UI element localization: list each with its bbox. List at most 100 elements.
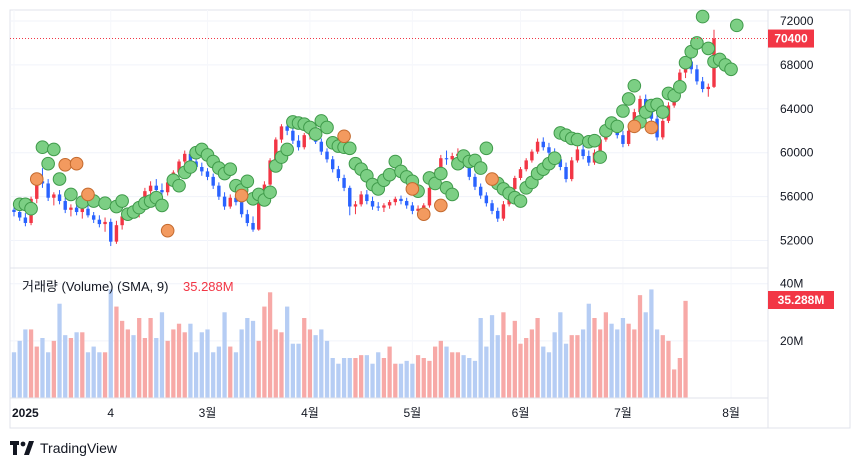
volume-bar bbox=[193, 352, 199, 398]
volume-bar bbox=[495, 335, 500, 398]
candle bbox=[245, 209, 250, 227]
candle bbox=[302, 132, 306, 150]
candle bbox=[547, 142, 551, 157]
signal-dot-green bbox=[729, 18, 744, 33]
volume-bar bbox=[410, 363, 415, 398]
volume-bar bbox=[347, 358, 352, 398]
volume-bar bbox=[444, 346, 449, 398]
candle bbox=[399, 195, 403, 205]
volume-bar bbox=[74, 332, 79, 398]
volume-bar bbox=[478, 318, 483, 398]
candle bbox=[387, 199, 392, 209]
volume-bar bbox=[131, 335, 136, 398]
volume-bar bbox=[563, 343, 569, 398]
time-axis: 2025 4 3월 4월 5월 6월 7월 8월 bbox=[9, 397, 769, 429]
volume-bar bbox=[319, 329, 324, 398]
candle bbox=[490, 199, 494, 215]
signal-dot-green bbox=[35, 140, 50, 155]
volume-bar bbox=[484, 346, 489, 398]
signal-dot-green bbox=[701, 41, 716, 56]
volume-bar bbox=[279, 332, 284, 398]
signal-dot-green bbox=[445, 187, 460, 202]
volume-bar bbox=[353, 358, 358, 398]
volume-bar bbox=[28, 329, 34, 398]
volume-bar bbox=[216, 346, 222, 398]
volume-bar bbox=[415, 355, 421, 398]
volume-bar bbox=[46, 352, 51, 398]
signal-dot-orange bbox=[405, 182, 420, 196]
candle bbox=[336, 165, 341, 182]
volume-bar bbox=[250, 320, 256, 398]
volume-bar bbox=[324, 340, 330, 398]
volume-bar bbox=[91, 346, 96, 398]
volume-sma-badge-value: 35.288M bbox=[778, 293, 825, 307]
candle bbox=[530, 149, 534, 163]
volume-bar bbox=[438, 340, 443, 398]
volume-legend-label: 거래량 (Volume) (SMA, 9) bbox=[22, 279, 168, 294]
candle bbox=[513, 175, 517, 192]
price-tick-label: 68000 bbox=[780, 58, 814, 72]
time-axis-label: 6월 bbox=[512, 406, 530, 420]
candle bbox=[91, 212, 96, 223]
volume-bar bbox=[467, 358, 472, 398]
volume-bar bbox=[302, 318, 307, 398]
candle bbox=[86, 204, 90, 218]
candlesticks bbox=[12, 29, 716, 247]
volume-bar bbox=[506, 335, 512, 398]
candle bbox=[217, 182, 221, 200]
volume-bar bbox=[660, 335, 665, 398]
signal-dot-green bbox=[621, 92, 636, 106]
candle bbox=[279, 124, 284, 143]
last-price-badge: 70400 bbox=[768, 29, 814, 48]
volume-bars bbox=[11, 289, 688, 398]
volume-bar bbox=[370, 363, 375, 398]
volume-bar bbox=[620, 318, 626, 398]
volume-bar bbox=[666, 340, 671, 398]
volume-bar bbox=[63, 335, 68, 398]
candle bbox=[251, 216, 255, 232]
volume-bar bbox=[17, 340, 22, 398]
signal-dot-orange bbox=[29, 172, 44, 186]
volume-bar bbox=[592, 318, 597, 398]
volume-bar bbox=[307, 329, 313, 398]
price-pane[interactable] bbox=[9, 9, 769, 398]
volume-bar bbox=[598, 329, 603, 398]
price-axis[interactable]: 72000 68000 64000 60000 56000 52000 40M 20M 70… bbox=[767, 9, 851, 429]
volume-bar bbox=[512, 320, 517, 398]
candle bbox=[501, 201, 506, 221]
volume-bar bbox=[535, 318, 540, 398]
volume-bar bbox=[609, 323, 614, 398]
signal-dot-green bbox=[115, 194, 129, 208]
price-tick-label: 60000 bbox=[780, 146, 814, 160]
volume-bar bbox=[142, 338, 148, 398]
volume-legend[interactable]: 거래량 (Volume) (SMA, 9) 35.288M bbox=[22, 279, 234, 294]
tradingview-logo[interactable]: TradingView bbox=[10, 440, 117, 456]
volume-bar bbox=[558, 312, 563, 398]
signal-dot-green bbox=[280, 142, 294, 157]
candle bbox=[535, 138, 540, 154]
volume-bar bbox=[489, 315, 495, 398]
candle bbox=[205, 168, 210, 181]
price-tick-label: 64000 bbox=[780, 102, 814, 116]
signal-dot-green bbox=[610, 119, 625, 134]
volume-bar bbox=[501, 312, 506, 398]
volume-bar bbox=[672, 369, 677, 398]
volume-bar bbox=[97, 352, 102, 398]
volume-bar bbox=[137, 318, 142, 398]
candle bbox=[291, 126, 295, 144]
volume-bar bbox=[580, 329, 586, 398]
volume-bar bbox=[148, 318, 153, 398]
volume-bar bbox=[262, 306, 267, 398]
signal-dot-green bbox=[616, 104, 630, 118]
volume-bar bbox=[125, 329, 130, 398]
candle bbox=[621, 130, 625, 148]
candle bbox=[541, 137, 545, 151]
candle bbox=[427, 185, 432, 208]
signal-dot-orange bbox=[160, 223, 175, 238]
volume-bar bbox=[176, 323, 182, 398]
candle bbox=[348, 185, 352, 216]
time-axis-label: 4월 bbox=[301, 406, 319, 420]
candle bbox=[365, 190, 369, 205]
volume-bar bbox=[381, 358, 387, 398]
